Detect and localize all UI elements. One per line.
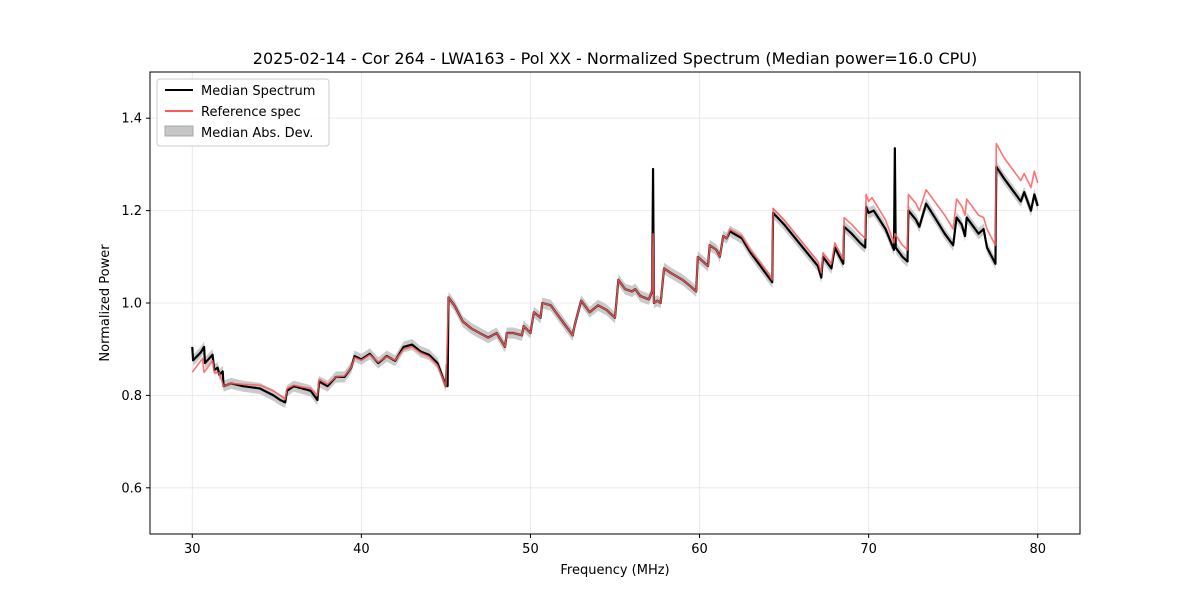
x-tick-label: 70 bbox=[860, 542, 877, 557]
y-axis-label: Normalized Power bbox=[98, 244, 113, 362]
y-tick-label: 0.8 bbox=[121, 389, 142, 404]
legend-label-mad: Median Abs. Dev. bbox=[201, 126, 313, 141]
reference-spec-line bbox=[191, 142, 1039, 400]
x-tick-label: 80 bbox=[1029, 542, 1046, 557]
mad-band-layer bbox=[192, 142, 1038, 408]
y-tick-label: 1.0 bbox=[121, 297, 142, 312]
reference-spec-layer bbox=[191, 142, 1039, 400]
x-axis-ticks: 30 40 50 60 70 80 bbox=[184, 534, 1046, 557]
median-abs-dev-band bbox=[192, 142, 1038, 408]
x-tick-label: 60 bbox=[691, 542, 708, 557]
legend-swatch-mad bbox=[164, 125, 194, 137]
y-tick-label: 0.6 bbox=[121, 481, 142, 496]
x-tick-label: 40 bbox=[353, 542, 370, 557]
x-tick-label: 50 bbox=[522, 542, 539, 557]
y-tick-label: 1.4 bbox=[121, 112, 142, 127]
y-tick-label: 1.2 bbox=[121, 204, 142, 219]
chart-title: 2025-02-14 - Cor 264 - LWA163 - Pol XX -… bbox=[253, 49, 977, 68]
legend-label-median: Median Spectrum bbox=[201, 84, 315, 99]
x-axis-label: Frequency (MHz) bbox=[560, 563, 669, 578]
legend: Median Spectrum Reference spec Median Ab… bbox=[156, 78, 330, 147]
legend-label-reference: Reference spec bbox=[201, 105, 301, 120]
x-tick-label: 30 bbox=[184, 542, 201, 557]
legend-frame bbox=[156, 78, 330, 147]
y-axis-ticks: 0.6 0.8 1.0 1.2 1.4 bbox=[121, 112, 150, 496]
